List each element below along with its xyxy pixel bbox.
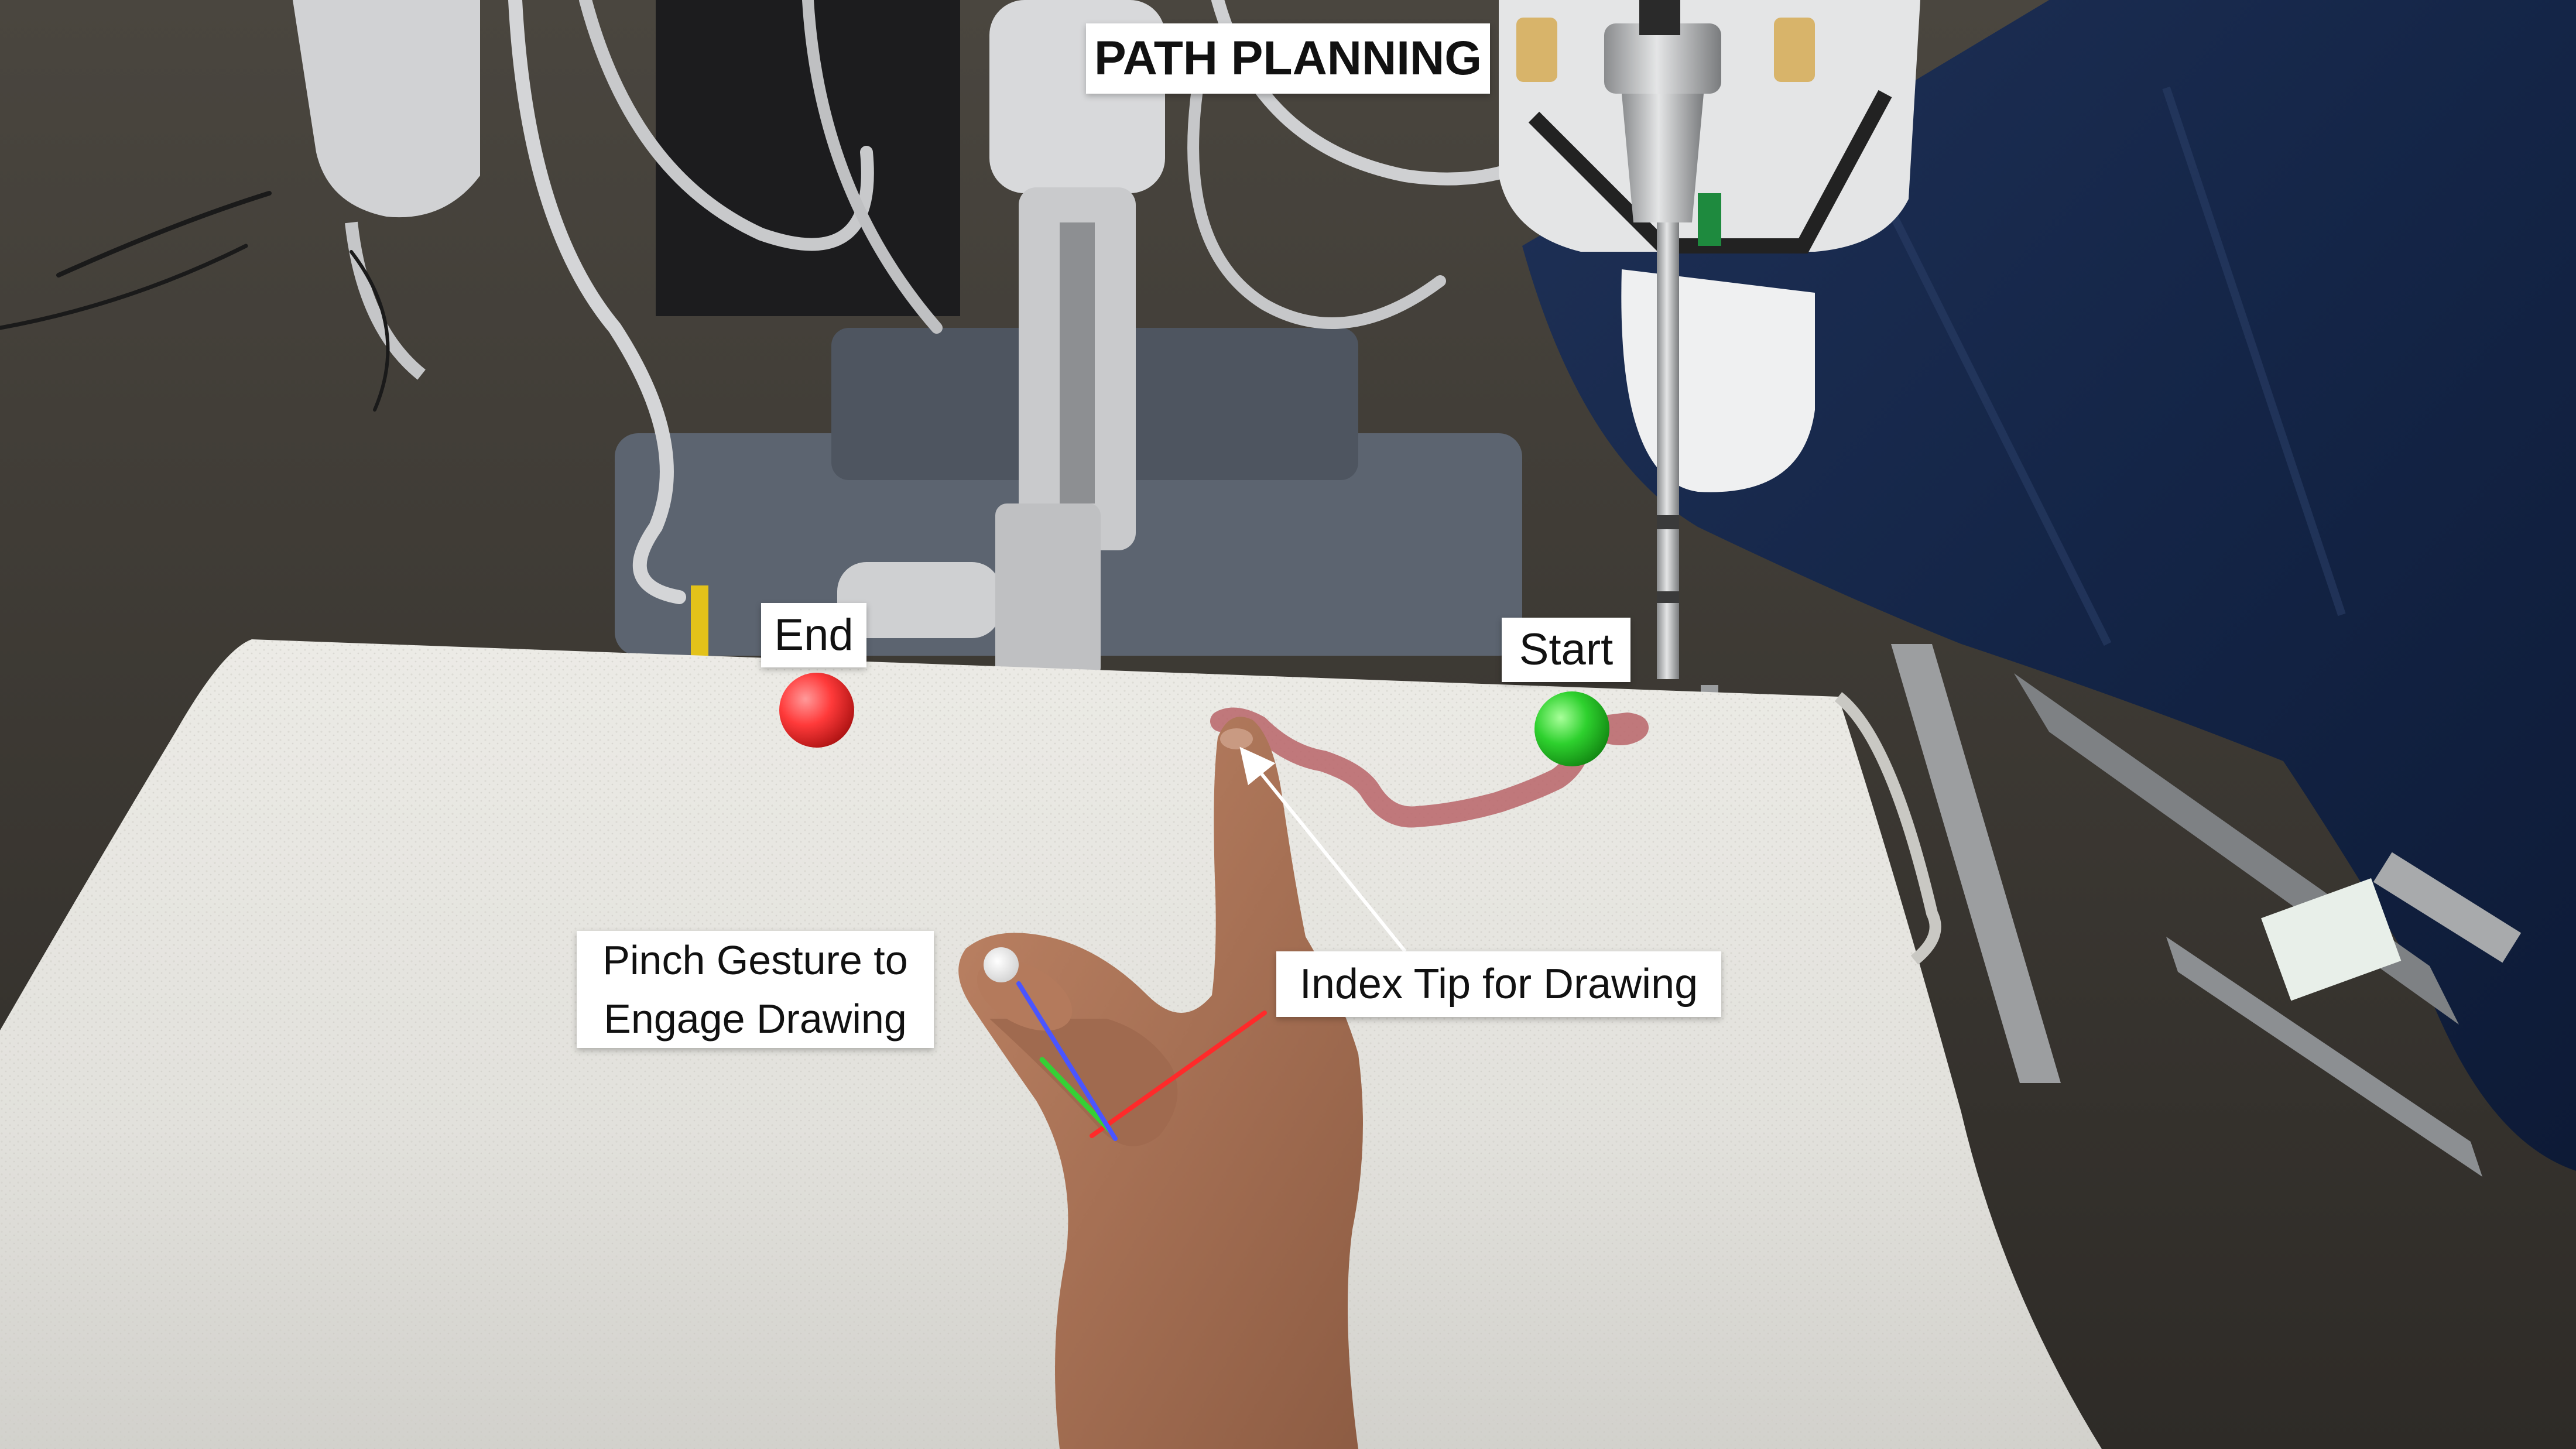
metal-cart: [1891, 644, 2522, 1177]
start-label: Start: [1502, 618, 1630, 682]
pinch-label-line2: Engage Drawing: [604, 996, 907, 1042]
axis-y-line: [1039, 1057, 1112, 1133]
robot-arm-left: [293, 0, 480, 380]
white-sphere-icon: [984, 947, 1019, 982]
pinch-label-line1: Pinch Gesture to: [602, 937, 908, 983]
pinch-gesture-label: Pinch Gesture to Engage Drawing: [577, 931, 934, 1048]
index-tip-arrow: [1239, 746, 1407, 953]
hand-pose-axes: [1016, 981, 1267, 1141]
axis-x-line: [1090, 1010, 1267, 1138]
axis-z-line: [1016, 981, 1118, 1141]
red-sphere-icon[interactable]: [779, 673, 854, 748]
index-tip-label: Index Tip for Drawing: [1276, 951, 1721, 1017]
end-label: End: [761, 603, 866, 667]
green-sphere-icon[interactable]: [1534, 691, 1609, 766]
page-title: PATH PLANNING: [1086, 23, 1490, 94]
